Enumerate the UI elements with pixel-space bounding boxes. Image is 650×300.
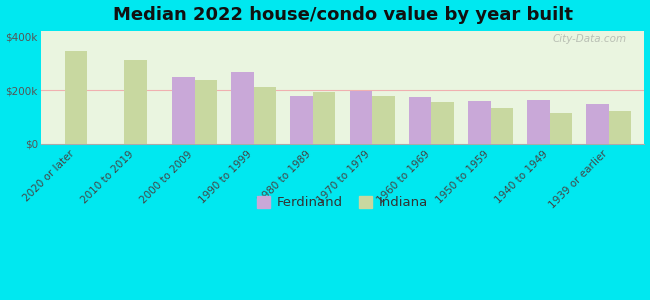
- Title: Median 2022 house/condo value by year built: Median 2022 house/condo value by year bu…: [112, 6, 573, 24]
- Bar: [468, 101, 491, 144]
- Bar: [409, 97, 432, 144]
- Bar: [291, 96, 313, 144]
- Bar: [172, 77, 194, 144]
- Bar: [609, 111, 631, 144]
- Bar: [550, 113, 572, 144]
- Bar: [350, 91, 372, 144]
- Bar: [313, 92, 335, 144]
- Bar: [231, 73, 254, 144]
- Bar: [527, 100, 550, 144]
- Bar: [491, 108, 513, 144]
- Bar: [194, 80, 217, 144]
- Bar: [432, 102, 454, 144]
- Text: City-Data.com: City-Data.com: [552, 34, 627, 44]
- Bar: [372, 96, 395, 144]
- Bar: [254, 87, 276, 144]
- Bar: [124, 60, 147, 144]
- Bar: [65, 51, 88, 144]
- Legend: Ferdinand, Indiana: Ferdinand, Indiana: [252, 190, 434, 214]
- Bar: [586, 104, 609, 144]
